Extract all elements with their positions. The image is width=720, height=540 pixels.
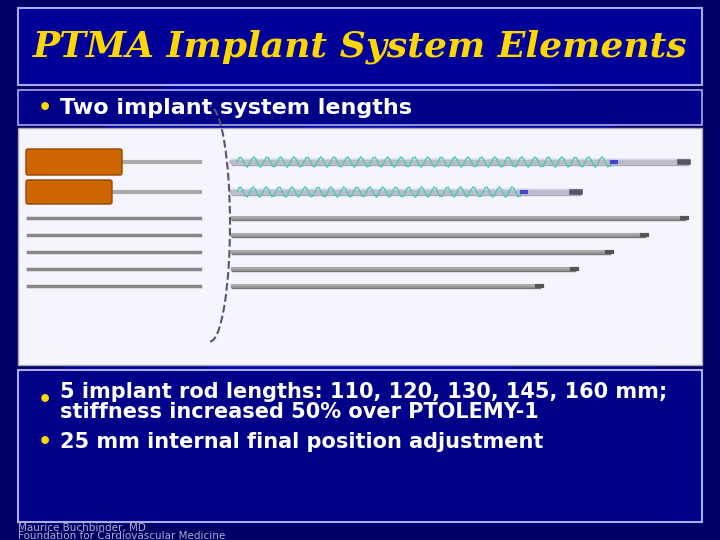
Text: Maurice Buchbinder, MD: Maurice Buchbinder, MD (18, 523, 146, 533)
Text: Two implant system lengths: Two implant system lengths (60, 98, 412, 118)
FancyBboxPatch shape (18, 128, 702, 365)
Text: 5 implant rod lengths: 110, 120, 130, 145, 160 mm;: 5 implant rod lengths: 110, 120, 130, 14… (60, 382, 667, 402)
Text: •: • (38, 390, 53, 410)
Ellipse shape (36, 40, 684, 500)
Text: •: • (38, 432, 53, 452)
Text: 25 mm internal final position adjustment: 25 mm internal final position adjustment (60, 432, 544, 452)
Text: Foundation for Cardiovascular Medicine: Foundation for Cardiovascular Medicine (18, 531, 225, 540)
FancyBboxPatch shape (18, 8, 702, 85)
FancyBboxPatch shape (18, 90, 702, 125)
Text: PTMA Implant System Elements: PTMA Implant System Elements (32, 29, 688, 64)
Text: stiffness increased 50% over PTOLEMY-1: stiffness increased 50% over PTOLEMY-1 (60, 402, 539, 422)
FancyBboxPatch shape (18, 370, 702, 522)
Text: •: • (38, 98, 53, 118)
FancyBboxPatch shape (26, 180, 112, 204)
FancyBboxPatch shape (26, 149, 122, 175)
Ellipse shape (162, 122, 558, 418)
